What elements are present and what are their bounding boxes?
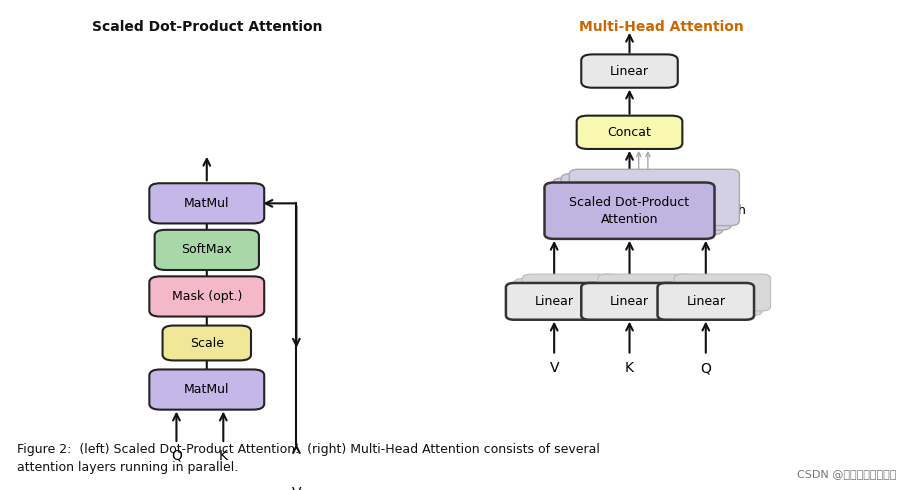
Text: Linear: Linear bbox=[686, 295, 725, 308]
FancyBboxPatch shape bbox=[553, 178, 722, 235]
Text: K: K bbox=[219, 449, 228, 463]
FancyBboxPatch shape bbox=[577, 116, 682, 149]
FancyBboxPatch shape bbox=[515, 278, 610, 316]
FancyBboxPatch shape bbox=[598, 274, 695, 311]
FancyBboxPatch shape bbox=[582, 54, 678, 88]
Text: Linear: Linear bbox=[610, 65, 649, 77]
Text: Scale: Scale bbox=[190, 337, 223, 349]
FancyBboxPatch shape bbox=[658, 283, 754, 319]
Text: Concat: Concat bbox=[607, 126, 652, 139]
Text: Q: Q bbox=[171, 449, 182, 463]
Text: V: V bbox=[291, 486, 301, 490]
Text: Scaled Dot-Product Attention: Scaled Dot-Product Attention bbox=[92, 20, 322, 34]
FancyBboxPatch shape bbox=[149, 369, 265, 410]
Text: Multi-Head Attention: Multi-Head Attention bbox=[579, 20, 744, 34]
Text: h: h bbox=[738, 204, 745, 217]
FancyBboxPatch shape bbox=[570, 170, 739, 225]
Text: Figure 2:  (left) Scaled Dot-Product Attention.  (right) Multi-Head Attention co: Figure 2: (left) Scaled Dot-Product Atte… bbox=[17, 443, 599, 474]
FancyBboxPatch shape bbox=[522, 274, 619, 311]
Text: CSDN @只要开始永远不晚: CSDN @只要开始永远不晚 bbox=[797, 469, 896, 479]
FancyBboxPatch shape bbox=[505, 283, 603, 319]
FancyBboxPatch shape bbox=[163, 325, 251, 361]
Text: K: K bbox=[625, 361, 634, 375]
Text: Mask (opt.): Mask (opt.) bbox=[172, 290, 242, 303]
FancyBboxPatch shape bbox=[149, 276, 265, 317]
Text: V: V bbox=[550, 361, 559, 375]
FancyBboxPatch shape bbox=[665, 278, 763, 316]
FancyBboxPatch shape bbox=[544, 183, 715, 239]
Text: Scaled Dot-Product
Attention: Scaled Dot-Product Attention bbox=[570, 196, 689, 226]
FancyBboxPatch shape bbox=[590, 278, 686, 316]
FancyBboxPatch shape bbox=[154, 230, 259, 270]
FancyBboxPatch shape bbox=[149, 183, 265, 223]
Text: SoftMax: SoftMax bbox=[181, 244, 233, 256]
FancyBboxPatch shape bbox=[562, 174, 732, 230]
FancyBboxPatch shape bbox=[582, 283, 678, 319]
Text: Linear: Linear bbox=[610, 295, 649, 308]
Text: MatMul: MatMul bbox=[184, 383, 230, 396]
Text: Q: Q bbox=[700, 361, 711, 375]
Text: MatMul: MatMul bbox=[184, 197, 230, 210]
Text: Linear: Linear bbox=[535, 295, 573, 308]
FancyBboxPatch shape bbox=[675, 274, 770, 311]
